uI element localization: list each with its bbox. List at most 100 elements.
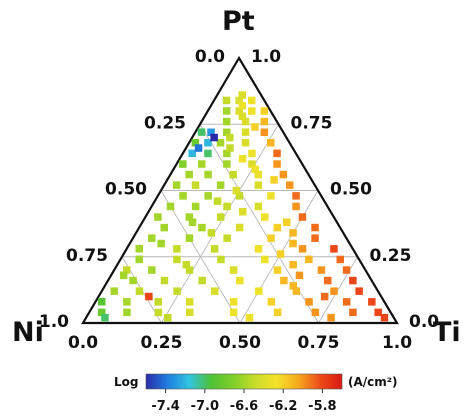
tick-label-left: 0.50	[105, 180, 147, 200]
data-point	[204, 192, 212, 200]
data-point	[188, 218, 197, 226]
data-point	[245, 313, 254, 322]
colorbar-ticks: -7.4 -7.0 -6.6 -6.2 -5.8	[151, 389, 337, 414]
data-point	[342, 266, 351, 274]
data-point	[336, 255, 344, 264]
data-point	[148, 234, 156, 242]
data-point	[223, 128, 231, 136]
colorbar-tick-label: -7.4	[151, 399, 179, 414]
data-point	[311, 223, 319, 232]
data-point	[223, 202, 231, 211]
data-point	[267, 192, 275, 200]
data-point	[164, 314, 172, 322]
data-point	[248, 96, 256, 105]
data-point	[273, 266, 282, 274]
data-point	[289, 229, 297, 237]
gridline	[318, 256, 358, 324]
data-point	[305, 298, 313, 306]
data-point	[248, 160, 256, 168]
tick-label-left: 1.0	[39, 312, 69, 332]
colorbar-tick-label: -6.6	[230, 399, 258, 414]
data-point	[123, 298, 131, 306]
data-point	[226, 133, 234, 142]
data-point	[241, 139, 250, 147]
data-point	[185, 234, 194, 242]
data-point	[179, 160, 187, 168]
data-point	[317, 266, 326, 274]
data-point	[238, 102, 247, 110]
data-point	[173, 245, 181, 253]
data-point	[260, 107, 269, 115]
data-point	[172, 181, 181, 189]
data-point	[295, 271, 304, 280]
tick-label-bottom: 0.50	[219, 333, 261, 353]
data-points	[98, 91, 389, 322]
data-point	[185, 266, 194, 274]
data-point	[273, 308, 282, 317]
data-point	[380, 313, 389, 322]
data-point	[129, 276, 137, 285]
data-point	[267, 139, 275, 147]
tick-label-bottom: 0.25	[141, 333, 183, 353]
tick-label-left: 0.25	[144, 113, 186, 133]
data-point	[154, 298, 162, 306]
colorbar: Log (A/cm²) -7.4 -7.0 -6.6 -6.2 -5.8	[114, 373, 398, 414]
tick-label-bottom: 1.0	[382, 333, 412, 353]
data-point	[222, 107, 231, 115]
data-point	[355, 287, 363, 295]
data-point	[241, 128, 250, 136]
data-point	[292, 192, 300, 200]
data-point	[236, 276, 244, 285]
ternary-frame	[81, 55, 399, 325]
tick-label-right: 0.50	[330, 180, 372, 200]
data-point	[216, 139, 225, 147]
data-point	[223, 234, 231, 242]
data-point	[229, 266, 238, 274]
gridline	[160, 190, 241, 324]
colorbar-tick-label: -7.0	[191, 399, 219, 414]
data-point	[185, 213, 194, 221]
data-point	[198, 223, 206, 232]
data-point	[235, 96, 243, 105]
data-point	[222, 117, 231, 126]
data-point	[280, 276, 288, 285]
data-point	[267, 298, 276, 306]
corner-label-pt: Pt	[222, 6, 255, 37]
data-point	[157, 239, 165, 248]
data-point	[273, 160, 281, 168]
data-point	[270, 176, 278, 184]
data-point	[248, 107, 256, 115]
data-point	[248, 149, 256, 158]
data-point	[213, 197, 222, 205]
data-point	[311, 308, 320, 317]
colorbar-label-units: (A/cm²)	[348, 375, 398, 389]
data-point	[148, 266, 156, 274]
data-point	[235, 223, 244, 232]
data-point	[254, 202, 263, 211]
data-point	[260, 117, 269, 126]
data-point	[223, 149, 231, 158]
data-point	[191, 139, 200, 147]
data-point	[283, 218, 291, 226]
data-point	[235, 192, 244, 200]
data-point	[160, 223, 168, 232]
data-point	[241, 117, 250, 126]
corner-label-ti: Ti	[433, 317, 461, 348]
data-point	[349, 276, 357, 285]
data-point	[254, 181, 263, 189]
tick-label-right: 0.0	[409, 312, 439, 332]
data-point	[204, 139, 212, 147]
data-point	[145, 292, 153, 301]
data-point	[298, 213, 307, 221]
data-point	[276, 250, 285, 258]
data-point	[154, 308, 163, 317]
tick-label-left: 0.75	[66, 246, 108, 266]
data-point	[211, 287, 219, 295]
data-point	[327, 313, 335, 322]
data-point	[207, 229, 216, 237]
data-point	[173, 287, 181, 295]
data-point	[229, 298, 238, 306]
data-point	[330, 287, 338, 295]
data-point	[260, 128, 269, 136]
data-point	[320, 292, 329, 301]
